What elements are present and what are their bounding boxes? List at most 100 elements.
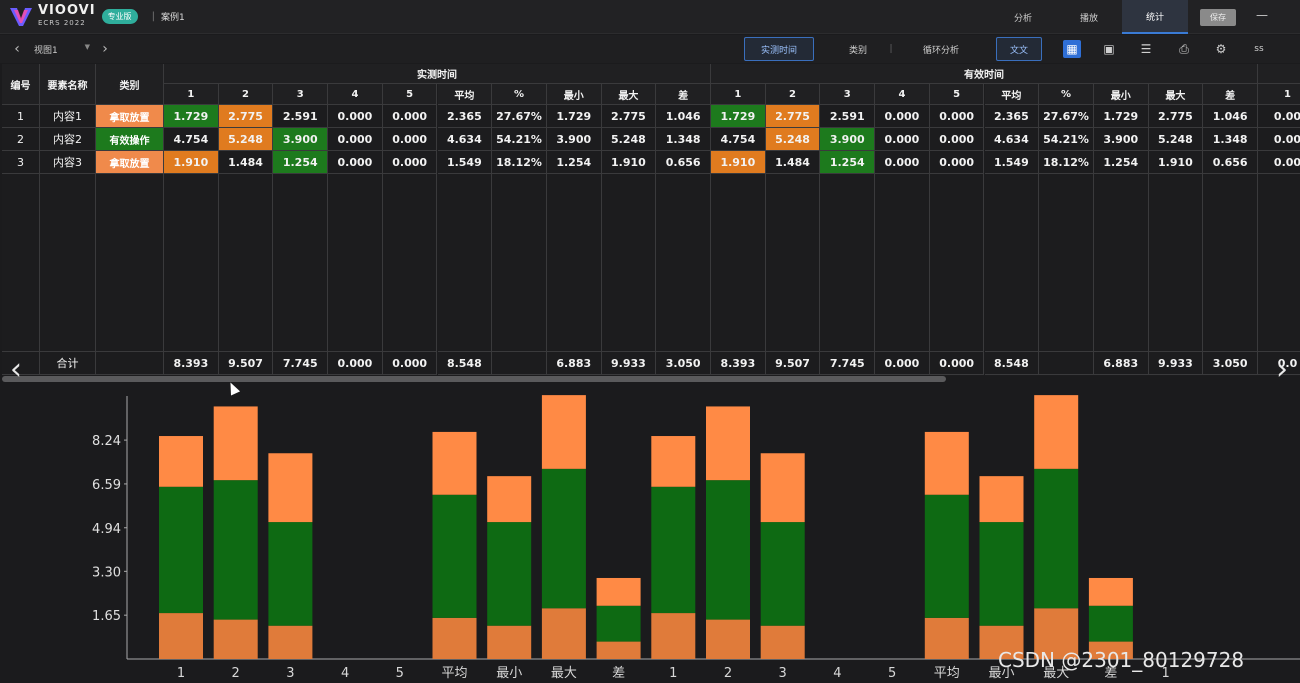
table-cell[interactable]: 2.591 (820, 105, 876, 128)
table-cell[interactable]: 1.549 (437, 151, 493, 174)
table-cell[interactable]: 0.000 (382, 128, 438, 151)
category-button[interactable]: 类别 (848, 45, 867, 56)
table-cell[interactable]: 1.484 (765, 151, 821, 174)
table-cell[interactable]: 1.910 (164, 151, 219, 174)
total-cell: 9.933 (601, 352, 657, 375)
table-cell[interactable]: 1.549 (984, 151, 1040, 174)
table-cell[interactable]: 18.12% (492, 151, 547, 174)
table-cell[interactable]: 0.000 (875, 151, 930, 174)
empty-cell (601, 174, 657, 352)
table-cell[interactable]: 3.900 (1093, 128, 1149, 151)
element-name[interactable]: 内容1 (40, 105, 96, 128)
total-cell: 0.000 (929, 352, 985, 375)
table-cell[interactable]: 27.67% (492, 105, 547, 128)
element-name[interactable]: 内容3 (40, 151, 96, 174)
table-cell[interactable]: 1.348 (656, 128, 711, 151)
table-cell[interactable]: 27.67% (1039, 105, 1094, 128)
table-cell[interactable]: 5.248 (1148, 128, 1204, 151)
save-button[interactable]: 保存 (1200, 9, 1236, 26)
sub-header: 4 (328, 84, 383, 105)
tab-statistics[interactable]: 统计 (1122, 0, 1188, 34)
table-cell[interactable]: 4.754 (711, 128, 766, 151)
list-view-icon[interactable]: ☰ (1140, 42, 1152, 56)
table-cell[interactable]: 1.910 (601, 151, 657, 174)
image-view-icon[interactable]: ▣ (1103, 42, 1115, 56)
tab-playback[interactable]: 播放 (1079, 13, 1098, 24)
print-icon[interactable]: ⎙ (1179, 41, 1189, 56)
table-cell[interactable]: 5.248 (601, 128, 657, 151)
table-cell[interactable]: 5.248 (765, 128, 821, 151)
table-cell[interactable]: 1.729 (711, 105, 766, 128)
sub-header: 最大 (1148, 84, 1204, 105)
table-cell[interactable]: 1.910 (711, 151, 766, 174)
total-cell: 3.050 (1203, 352, 1258, 375)
cycle-analysis-button[interactable]: 循环分析 (922, 45, 959, 56)
gear-icon[interactable]: ⚙ (1215, 42, 1227, 56)
minimize-button[interactable]: — (1256, 8, 1268, 22)
table-cell[interactable]: 2.365 (984, 105, 1040, 128)
x-tick-label: 2 (724, 666, 732, 681)
prev-view-button[interactable]: ‹ (14, 41, 20, 57)
table-cell[interactable]: 0.000 (328, 128, 383, 151)
table-cell[interactable]: 0.000 (328, 105, 383, 128)
table-cell[interactable]: 3.900 (820, 128, 876, 151)
table-cell[interactable]: 3.900 (273, 128, 329, 151)
total-cell: 9.507 (765, 352, 821, 375)
table-cell[interactable]: 0.000 (929, 105, 985, 128)
table-cell[interactable]: 0.000 (875, 105, 930, 128)
table-cell[interactable]: 0.00 (1258, 105, 1300, 128)
table-view-icon[interactable]: ▦ (1063, 40, 1081, 58)
table-cell[interactable]: 0.000 (382, 151, 438, 174)
element-name[interactable]: 内容2 (40, 128, 96, 151)
view-select[interactable]: 视图1 ▼ (34, 43, 90, 56)
table-cell[interactable]: 54.21% (1039, 128, 1094, 151)
table-cell[interactable]: 0.00 (1258, 128, 1300, 151)
table-cell[interactable]: 1.729 (546, 105, 602, 128)
table-cell[interactable]: 0.000 (328, 151, 383, 174)
horizontal-scrollbar[interactable] (2, 376, 946, 382)
category-badge[interactable]: 拿取放置 (96, 105, 164, 128)
table-cell[interactable]: 4.634 (437, 128, 493, 151)
table-cell[interactable]: 2.775 (765, 105, 821, 128)
table-cell[interactable]: 4.634 (984, 128, 1040, 151)
table-cell[interactable]: 0.00 (1258, 151, 1300, 174)
table-cell[interactable]: 5.248 (218, 128, 274, 151)
extra-settings-label[interactable]: ss (1254, 44, 1264, 54)
table-cell[interactable]: 1.046 (656, 105, 711, 128)
table-cell[interactable]: 0.000 (875, 128, 930, 151)
table-cell[interactable]: 0.000 (382, 105, 438, 128)
group-header-measured: 实测时间 (164, 64, 711, 84)
next-view-button[interactable]: › (102, 41, 108, 57)
table-cell[interactable]: 1.046 (1203, 105, 1258, 128)
table-cell[interactable]: 1.910 (1148, 151, 1204, 174)
table-cell[interactable]: 3.900 (546, 128, 602, 151)
table-cell[interactable]: 2.775 (1148, 105, 1204, 128)
table-cell[interactable]: 2.365 (437, 105, 493, 128)
table-cell[interactable]: 0.656 (656, 151, 711, 174)
table-cell[interactable]: 1.729 (1093, 105, 1149, 128)
tab-analysis[interactable]: 分析 (1013, 13, 1032, 24)
measured-time-button[interactable]: 实测时间 (744, 37, 814, 61)
table-cell[interactable]: 18.12% (1039, 151, 1094, 174)
table-cell[interactable]: 1.348 (1203, 128, 1258, 151)
scroll-right-arrow-icon[interactable]: › (1276, 352, 1288, 387)
bar-segment (268, 453, 313, 523)
table-cell[interactable]: 2.775 (218, 105, 274, 128)
table-cell[interactable]: 1.484 (218, 151, 274, 174)
category-badge[interactable]: 拿取放置 (96, 151, 164, 174)
table-cell[interactable]: 54.21% (492, 128, 547, 151)
table-cell[interactable]: 0.656 (1203, 151, 1258, 174)
table-cell[interactable]: 1.254 (273, 151, 329, 174)
table-cell[interactable]: 0.000 (929, 128, 985, 151)
scroll-left-arrow-icon[interactable]: ‹ (10, 352, 22, 387)
table-cell[interactable]: 4.754 (164, 128, 219, 151)
table-cell[interactable]: 1.729 (164, 105, 219, 128)
table-cell[interactable]: 1.254 (1093, 151, 1149, 174)
category-badge[interactable]: 有效操作 (96, 128, 164, 151)
table-cell[interactable]: 0.000 (929, 151, 985, 174)
table-cell[interactable]: 1.254 (546, 151, 602, 174)
table-cell[interactable]: 1.254 (820, 151, 876, 174)
table-cell[interactable]: 2.591 (273, 105, 329, 128)
text-mode-button[interactable]: 文文 (996, 37, 1042, 61)
table-cell[interactable]: 2.775 (601, 105, 657, 128)
